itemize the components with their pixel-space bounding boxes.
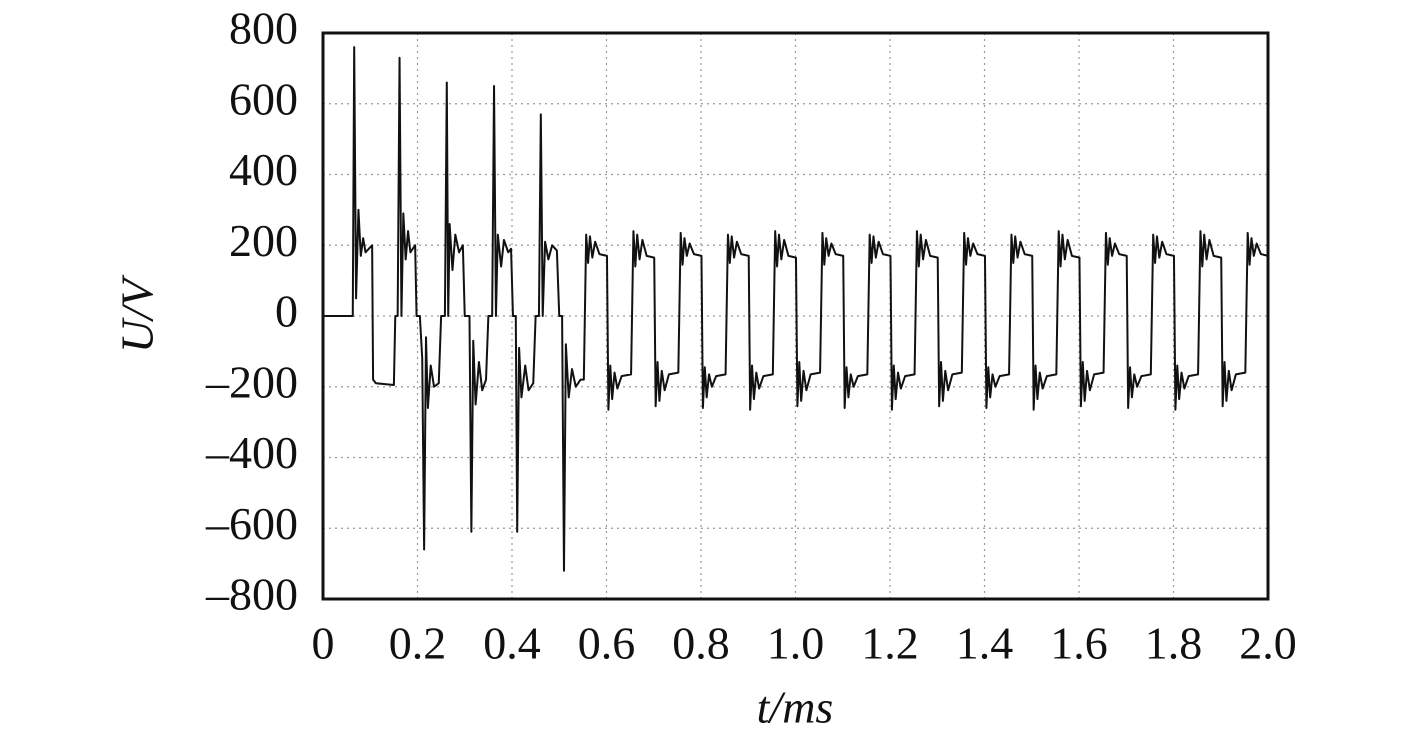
x-tick-label: 1.4 (956, 618, 1014, 669)
y-tick-label: 200 (229, 215, 298, 266)
y-tick-label: –600 (205, 498, 298, 549)
y-tick-label: –400 (205, 427, 298, 478)
signal-line (323, 46, 1269, 572)
y-tick-label: 600 (229, 73, 298, 124)
x-tick-label: 1.6 (1050, 618, 1108, 669)
x-tick-label: 0 (312, 618, 335, 669)
x-tick-label: 2.0 (1239, 618, 1297, 669)
y-tick-label: –200 (205, 356, 298, 407)
x-tick-label: 0.6 (578, 618, 636, 669)
x-tick-label: 0.2 (389, 618, 447, 669)
x-tick-label: 0.4 (483, 618, 541, 669)
y-axis-label: U/V (112, 274, 163, 353)
y-tick-label: 0 (275, 286, 298, 337)
y-tick-label: 400 (229, 144, 298, 195)
x-tick-label: 1.2 (861, 618, 919, 669)
y-tick-label: 800 (229, 3, 298, 54)
x-tick-label: 1.8 (1145, 618, 1203, 669)
x-tick-label: 1.0 (767, 618, 825, 669)
plot-frame (321, 31, 1270, 601)
y-tick-label: –800 (205, 569, 298, 620)
x-tick-label: 0.8 (672, 618, 730, 669)
x-axis-label: t/ms (757, 682, 834, 733)
